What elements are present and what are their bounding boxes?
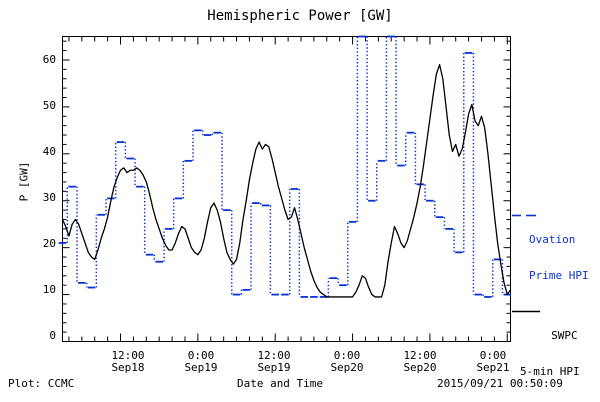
legend-swpc-line2: 5-min HPI <box>520 365 580 378</box>
legend-markers <box>512 214 540 313</box>
ytick-label-30: 30 <box>42 191 56 204</box>
xtick-time-1: 0:00 <box>187 349 215 362</box>
ytick-label-10: 10 <box>42 283 56 296</box>
legend-swpc-line1: SWPC <box>551 329 578 342</box>
xtick-date-3: Sep20 <box>330 361 364 374</box>
xtick-time-3: 0:00 <box>333 349 361 362</box>
xtick-label-5: 0:00 Sep21 <box>457 350 529 374</box>
xtick-date-2: Sep19 <box>257 361 291 374</box>
xtick-date-1: Sep19 <box>184 361 218 374</box>
xtick-date-0: Sep18 <box>111 361 145 374</box>
legend-ovation-line1: Ovation <box>529 233 576 246</box>
xtick-label-2: 12:00 Sep19 <box>238 350 310 374</box>
y-axis-label: P [GW] <box>17 161 31 202</box>
legend-ovation-line2: Prime HPI <box>529 269 589 282</box>
x-axis-ticks <box>68 36 508 342</box>
legend-label-ovation: Ovation Prime HPI <box>529 210 589 306</box>
xtick-label-0: 12:00 Sep18 <box>92 350 164 374</box>
xtick-time-4: 12:00 <box>403 349 437 362</box>
xtick-label-3: 0:00 Sep20 <box>311 350 383 374</box>
legend-label-swpc: SWPC 5-min HPI <box>520 306 580 402</box>
y-axis-ticks <box>62 40 511 342</box>
x-axis-label: Date and Time <box>236 377 324 390</box>
series-swpc-5min-hpi <box>61 64 512 298</box>
timestamp: 2015/09/21 00:50:09 <box>437 377 563 390</box>
xtick-date-5: Sep21 <box>476 361 510 374</box>
xtick-label-4: 12:00 Sep20 <box>384 350 456 374</box>
plot-frame <box>62 36 511 342</box>
xtick-time-2: 12:00 <box>257 349 291 362</box>
ytick-label-0: 0 <box>49 329 56 342</box>
xtick-time-0: 12:00 <box>111 349 145 362</box>
xtick-time-5: 0:00 <box>479 349 507 362</box>
ytick-label-20: 20 <box>42 237 56 250</box>
ytick-label-60: 60 <box>42 53 56 66</box>
xtick-label-1: 0:00 Sep19 <box>165 350 237 374</box>
series-ovation-prime-hpi <box>58 35 512 298</box>
ytick-label-50: 50 <box>42 99 56 112</box>
xtick-date-4: Sep20 <box>403 361 437 374</box>
plot-credit: Plot: CCMC <box>8 377 75 390</box>
page-title: Hemispheric Power [GW] <box>207 8 393 24</box>
ytick-label-40: 40 <box>42 145 56 158</box>
